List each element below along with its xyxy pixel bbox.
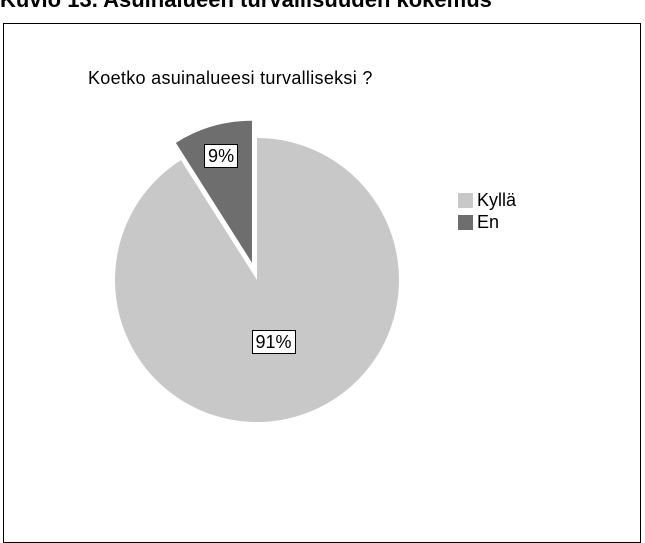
chart-title: Koetko asuinalueesi turvalliseksi ? bbox=[88, 68, 373, 88]
legend-label-kylla: Kyllä bbox=[477, 189, 517, 210]
legend-item-en: En bbox=[458, 211, 516, 233]
chart-legend: Kyllä En bbox=[458, 189, 516, 233]
pie-slice-kylla bbox=[114, 138, 400, 422]
legend-label-en: En bbox=[477, 211, 500, 232]
page-heading: Kuvio 13. Asuinalueen turvallisuuden kok… bbox=[0, 0, 645, 13]
legend-swatch-en bbox=[458, 214, 473, 230]
legend-item-kylla: Kyllä bbox=[458, 189, 516, 211]
data-label-en: 9% bbox=[204, 144, 239, 169]
data-label-kylla: 91% bbox=[251, 329, 296, 354]
pie-chart bbox=[114, 120, 400, 422]
legend-swatch-kylla bbox=[458, 192, 473, 208]
